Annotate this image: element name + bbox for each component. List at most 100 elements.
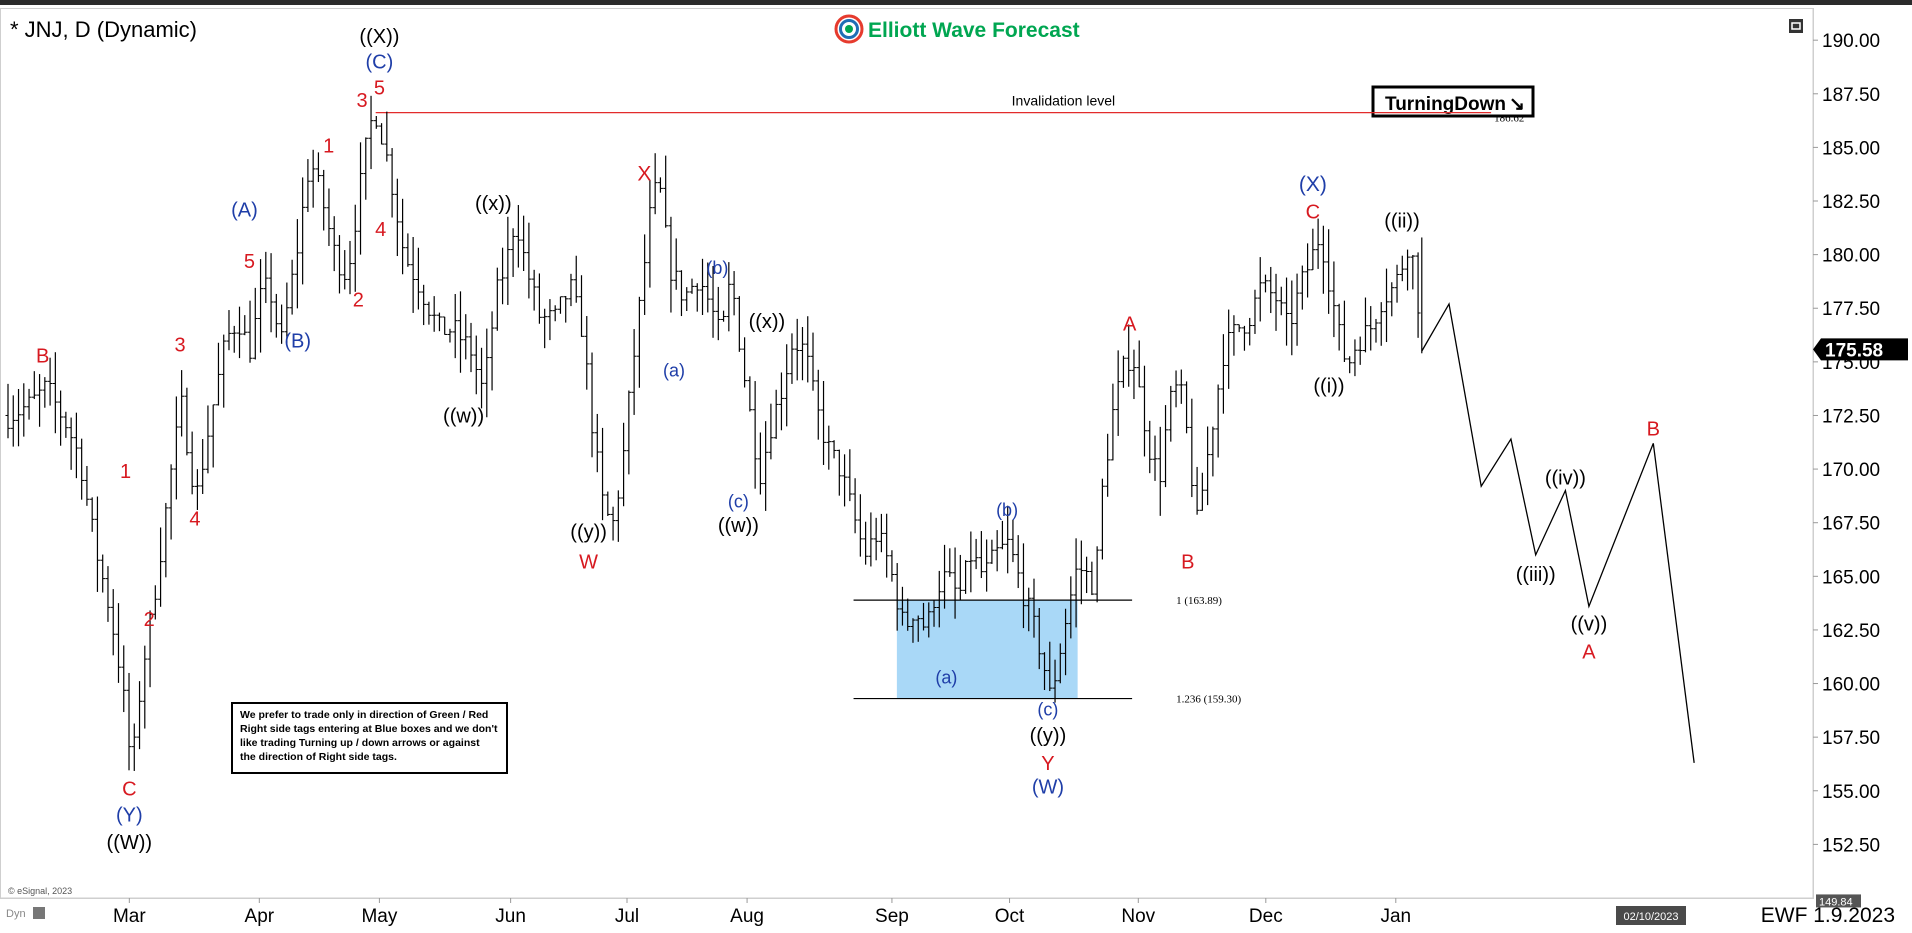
- wave-label: ((w)): [718, 515, 759, 537]
- y-tick-label: 160.00: [1822, 675, 1880, 696]
- wave-label: 3: [357, 90, 368, 112]
- wave-label: (Y): [116, 804, 143, 826]
- note-box: [231, 702, 508, 774]
- wave-label: (c): [728, 492, 749, 512]
- dyn-label: Dyn: [6, 908, 26, 920]
- y-tick-label: 180.00: [1822, 246, 1880, 267]
- wave-label: (B): [284, 330, 311, 352]
- fib-label: 1 (163.89): [1176, 595, 1222, 607]
- y-tick-label: 172.50: [1822, 406, 1880, 427]
- y-tick-label: 152.50: [1822, 835, 1880, 856]
- wave-label: ((w)): [443, 405, 484, 427]
- tag-text: TurningDown: [1385, 94, 1506, 115]
- wave-label: ((x)): [475, 193, 512, 215]
- wave-label: ((W)): [107, 832, 153, 854]
- wave-label: 2: [144, 609, 155, 631]
- turning-down-tag: TurningDown ↘: [1371, 85, 1535, 118]
- projection-path: [1421, 302, 1695, 763]
- copyright: © eSignal, 2023: [8, 886, 72, 896]
- note-line: We prefer to trade only in direction of …: [240, 709, 488, 721]
- wave-label: C: [1306, 202, 1320, 224]
- wave-label: B: [1181, 551, 1194, 573]
- blue-box: [896, 600, 1078, 699]
- wave-label: 4: [189, 508, 200, 530]
- x-tick-label: Nov: [1121, 906, 1155, 927]
- invalidation-value: 186.62: [1494, 113, 1524, 125]
- x-tick-label: Mar: [113, 906, 146, 927]
- wave-label: (a): [935, 667, 957, 687]
- y-tick-label: 157.50: [1822, 728, 1880, 749]
- wave-label: A: [1123, 313, 1137, 335]
- y-tick-label: 182.50: [1822, 192, 1880, 213]
- x-tick-label: May: [361, 906, 397, 927]
- x-tick-label: Aug: [730, 906, 764, 927]
- wave-label: C: [122, 779, 136, 801]
- wave-label: 3: [175, 335, 186, 357]
- y-tick-label: 185.00: [1822, 138, 1880, 159]
- collapse-icon[interactable]: [1789, 19, 1803, 33]
- wave-label: 2: [353, 290, 364, 312]
- wave-label: X: [637, 162, 651, 185]
- y-tick-label: 155.00: [1822, 782, 1880, 803]
- y-tick-label: 170.00: [1822, 460, 1880, 481]
- date-box-bg: [1616, 906, 1686, 925]
- wave-label: ((iii)): [1516, 564, 1556, 586]
- wave-label: ((x)): [749, 311, 786, 333]
- wave-label: B: [36, 345, 49, 367]
- x-tick-label: Apr: [245, 906, 275, 927]
- note-line: the direction of Right side tags.: [240, 751, 397, 763]
- wave-label: ((iv)): [1545, 468, 1586, 490]
- wave-label: W: [579, 551, 598, 573]
- wave-label: (c): [1037, 700, 1058, 720]
- x-tick-label: Sep: [875, 906, 909, 927]
- x-tick-label: Dec: [1249, 906, 1283, 927]
- note-line: Right side tags entering at Blue boxes a…: [240, 723, 498, 735]
- wave-label: 5: [374, 77, 385, 99]
- invalidation-label: Invalidation level: [1012, 93, 1116, 109]
- symbol-title: * JNJ, D (Dynamic): [10, 17, 197, 42]
- y-tick-label: 177.50: [1822, 299, 1880, 320]
- date-box: 02/10/2023: [1623, 911, 1678, 923]
- wave-label: (W): [1032, 776, 1064, 798]
- y-tick-label: 187.50: [1822, 85, 1880, 106]
- wave-label: A: [1582, 641, 1596, 663]
- wave-label: (a): [663, 361, 685, 381]
- tag-label: TurningDown ↘: [1385, 94, 1525, 115]
- x-tick-label: Jul: [615, 906, 639, 927]
- wave-label: 4: [375, 219, 386, 241]
- fib-label: 1.236 (159.30): [1176, 694, 1241, 706]
- wave-label: 1: [323, 135, 334, 157]
- last-price-badge: [1813, 338, 1908, 361]
- trading-note: We prefer to trade only in direction of …: [231, 702, 508, 774]
- wave-label: Y: [1041, 753, 1054, 775]
- last-price-label: 175.58: [1825, 340, 1883, 361]
- y-tick-label: 162.50: [1822, 621, 1880, 642]
- logo-center: [845, 25, 853, 33]
- wave-label: (b): [706, 258, 728, 278]
- wave-label: ((y)): [1030, 725, 1067, 747]
- x-tick-label: Jan: [1380, 906, 1411, 927]
- wave-label: B: [1647, 418, 1660, 440]
- tag-arrow-icon: ↘: [1509, 94, 1525, 115]
- y-tick-label: 190.00: [1822, 31, 1880, 52]
- y-tick-label: 165.00: [1822, 567, 1880, 588]
- dyn-control[interactable]: Dyn: [6, 907, 45, 920]
- brand-name: Elliott Wave Forecast: [868, 19, 1080, 42]
- dyn-icon[interactable]: [33, 907, 45, 919]
- min-price-label: 149.84: [1819, 896, 1853, 908]
- wave-label: ((ii)): [1384, 210, 1420, 232]
- x-tick-label: Oct: [995, 906, 1025, 927]
- min-price-badge: [1816, 894, 1861, 908]
- note-line: like trading Turning up / down arrows or…: [240, 737, 480, 749]
- wave-label: (C): [366, 52, 394, 74]
- x-tick-label: Jun: [495, 906, 526, 927]
- brand-logo: [834, 14, 864, 44]
- logo-ring-inner: [839, 19, 859, 39]
- y-tick-label: 167.50: [1822, 514, 1880, 535]
- ewf-stamp: EWF 1.9.2023: [1761, 904, 1895, 927]
- logo-ring-outer: [834, 14, 864, 44]
- top-bar: [0, 0, 1912, 5]
- wave-label: (b): [996, 500, 1018, 520]
- tag-box: [1371, 85, 1535, 118]
